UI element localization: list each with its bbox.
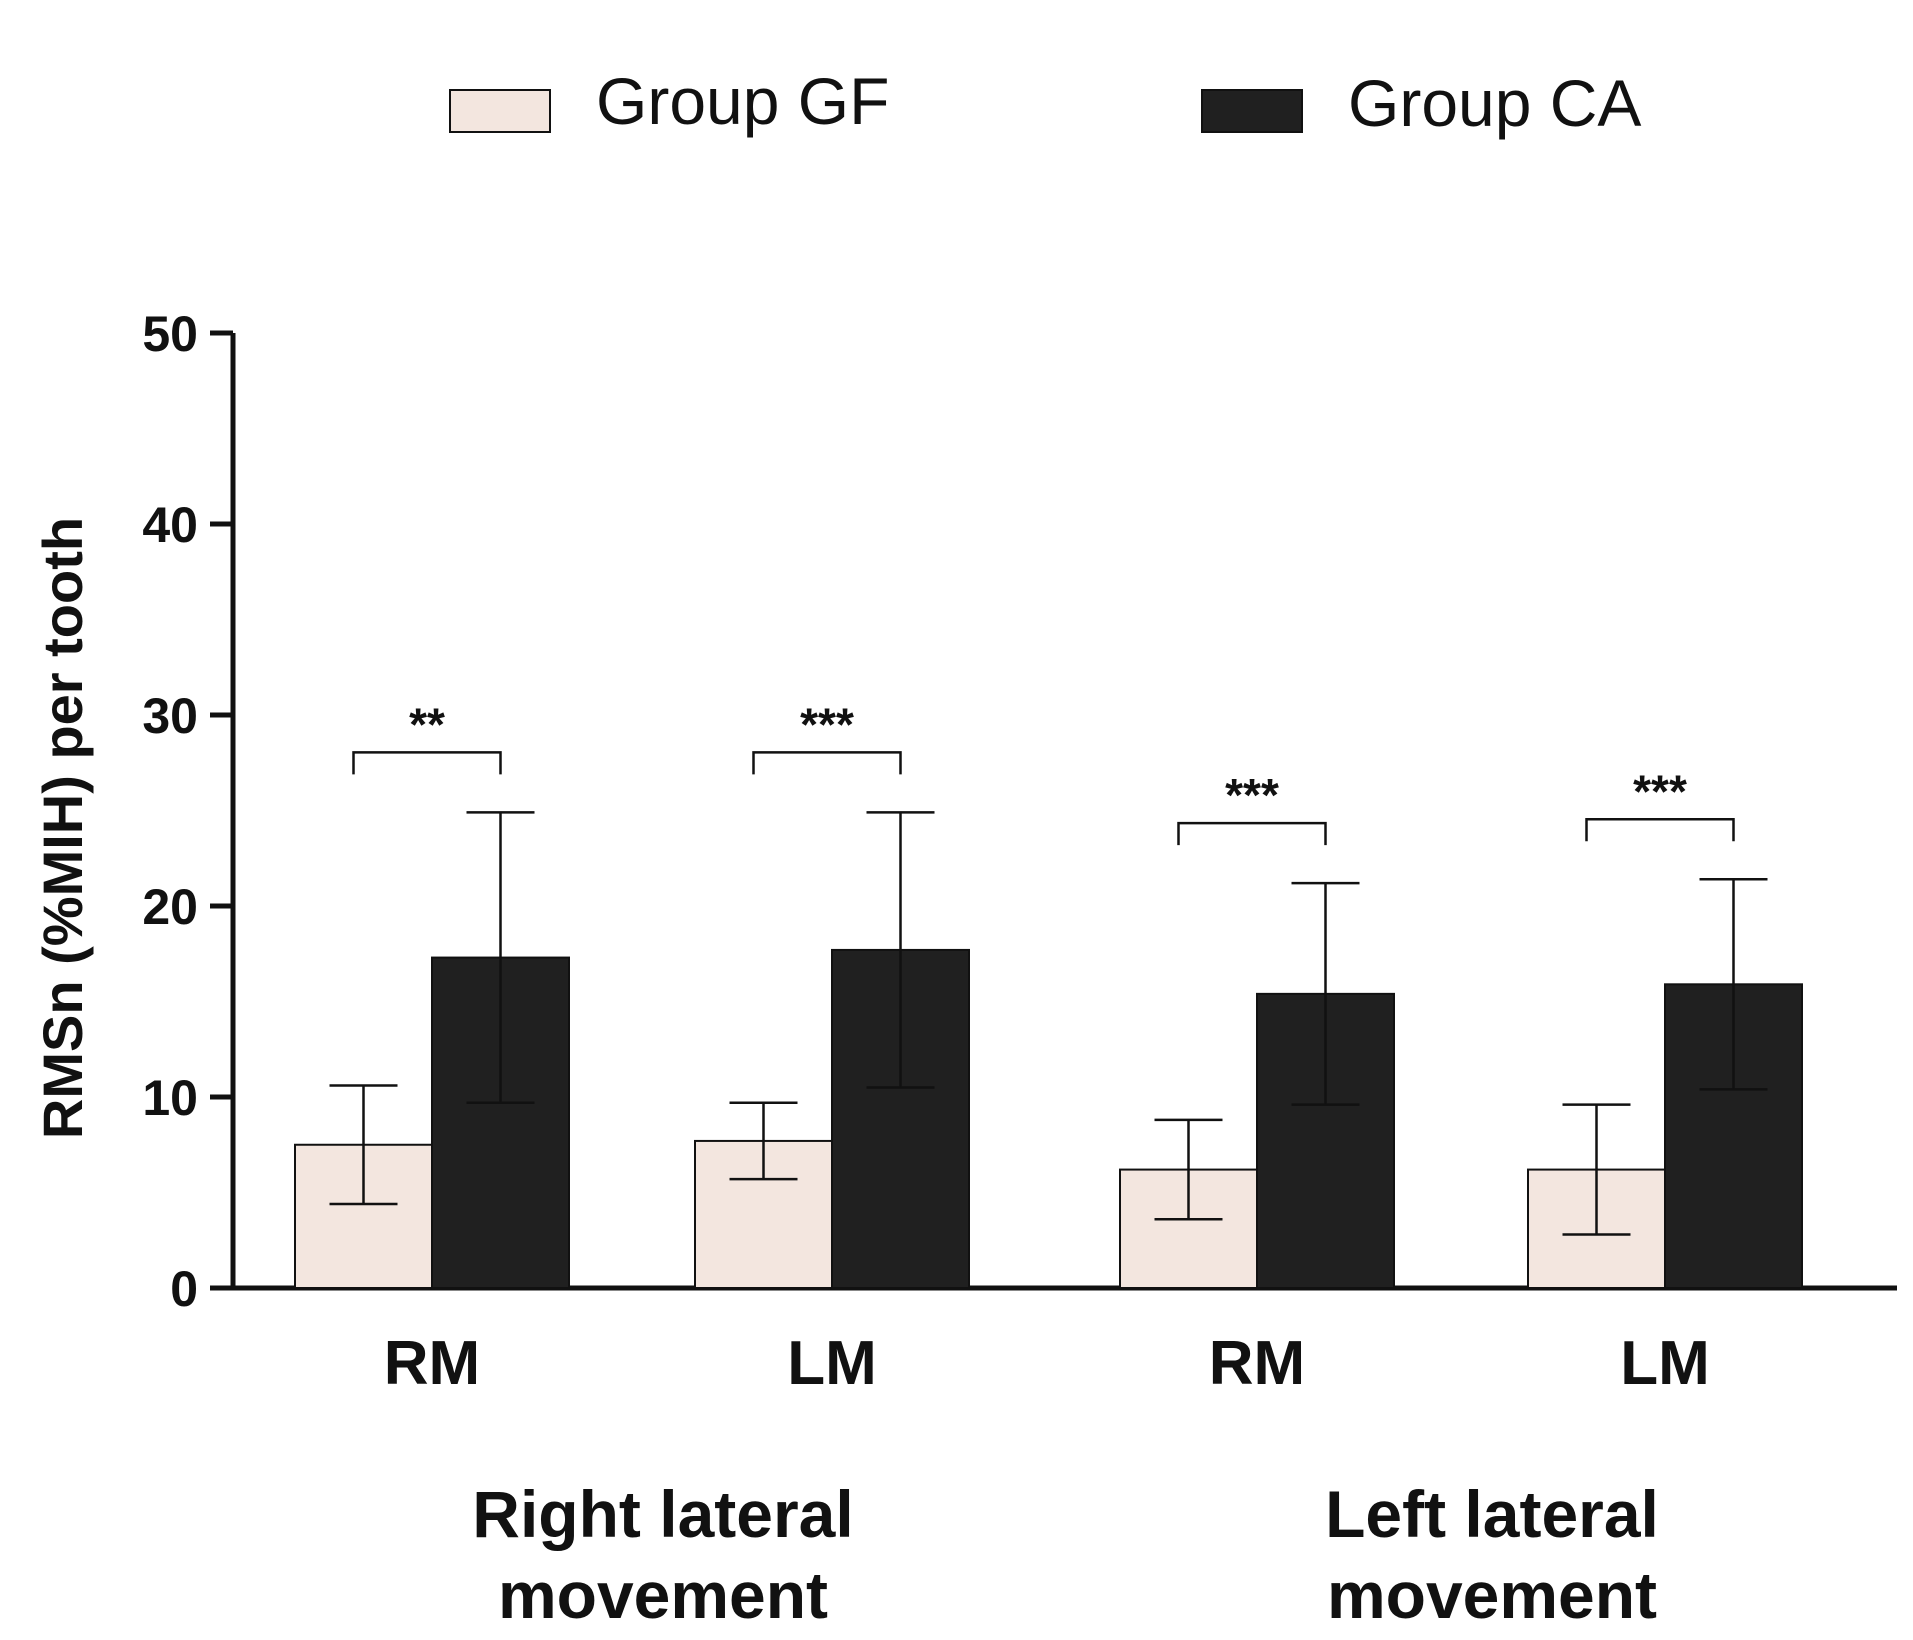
significance-label: ***: [800, 698, 854, 750]
y-tick-label: 40: [142, 497, 198, 553]
significance-brackets: ** ****** ***: [352, 698, 1735, 846]
significance-bracket: [752, 751, 902, 775]
y-tick-label: 0: [170, 1261, 198, 1317]
significance-label: ***: [1225, 769, 1279, 821]
legend-label-group-ca: Group CA: [1348, 66, 1641, 140]
legend-label-group-gf: Group GF: [596, 64, 889, 138]
y-ticks: 0 10 20 30 40 50: [142, 306, 233, 1317]
error-bars: [329, 811, 1768, 1236]
significance-label: ***: [1633, 765, 1687, 817]
significance-bracket: [1177, 821, 1327, 846]
bar-group-ca: [831, 948, 970, 1289]
significance-label: **: [409, 698, 445, 750]
category-label: RM: [1209, 1329, 1305, 1398]
y-tick-label: 30: [142, 688, 198, 744]
legend: Group GF Group CA: [449, 64, 1641, 140]
category-label: LM: [787, 1329, 877, 1398]
group-label-right-line1: Right lateral: [472, 1477, 853, 1551]
bars: [294, 948, 1803, 1290]
y-axis-label: RMSn (%MIH) per tooth: [31, 517, 94, 1139]
category-label: LM: [1620, 1329, 1710, 1398]
significance-bracket: [352, 751, 502, 775]
legend-swatch-group-ca: [1201, 89, 1303, 133]
y-tick-label: 10: [142, 1070, 198, 1126]
significance-bracket: [1585, 818, 1735, 842]
group-label-left-line2: movement: [1327, 1558, 1657, 1632]
group-label-left-line1: Left lateral: [1325, 1477, 1659, 1551]
category-label: RM: [384, 1329, 480, 1398]
legend-swatch-group-gf: [449, 89, 551, 133]
y-tick-label: 50: [142, 306, 198, 362]
y-tick-label: 20: [142, 879, 198, 935]
group-label-right-line2: movement: [498, 1558, 828, 1632]
